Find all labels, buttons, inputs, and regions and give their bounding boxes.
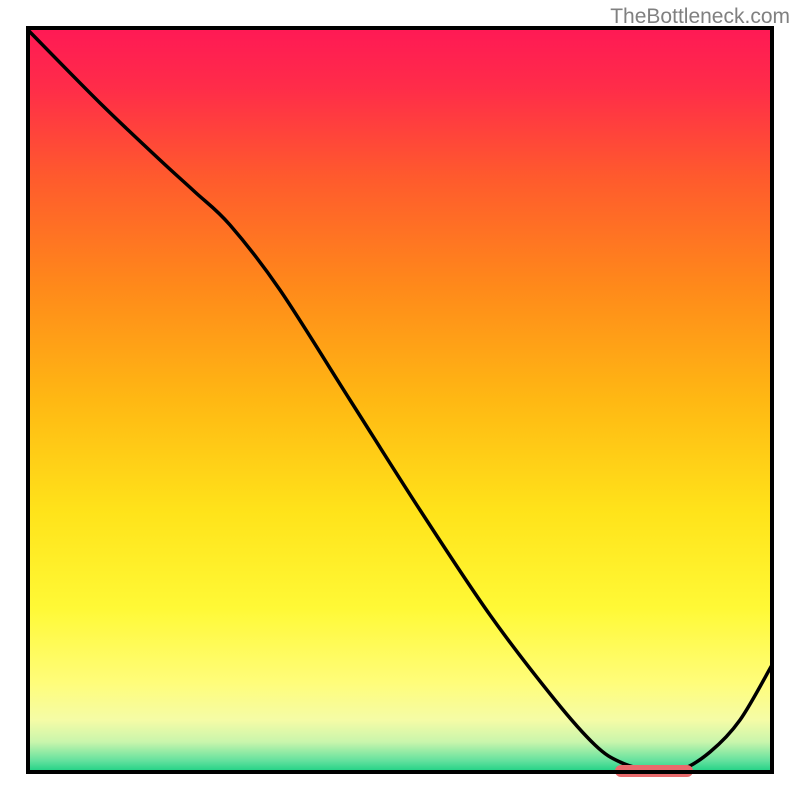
watermark-text: TheBottleneck.com — [610, 5, 790, 29]
chart-container: TheBottleneck.com — [0, 0, 800, 800]
gradient-line-chart — [0, 0, 800, 800]
